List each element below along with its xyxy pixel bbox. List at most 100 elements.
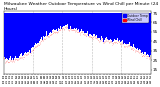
Point [127, 44, 130, 45]
Point [8, 60, 11, 62]
Point [32, 48, 35, 49]
Point [17, 58, 19, 60]
Point [62, 28, 64, 29]
Point [101, 40, 104, 42]
Point [71, 29, 73, 31]
Point [12, 60, 15, 62]
Point [11, 60, 14, 61]
Point [3, 59, 6, 60]
Point [70, 29, 72, 30]
Point [47, 36, 49, 37]
Point [115, 43, 118, 44]
Point [94, 37, 97, 39]
Point [77, 32, 80, 33]
Point [92, 36, 95, 37]
Point [28, 52, 30, 53]
Point [74, 30, 76, 32]
Point [20, 58, 22, 59]
Point [50, 33, 52, 34]
Point [22, 57, 24, 58]
Legend: Outdoor Temp, Wind Chill: Outdoor Temp, Wind Chill [122, 13, 149, 23]
Point [12, 61, 15, 63]
Point [77, 31, 80, 32]
Point [99, 39, 101, 40]
Point [56, 32, 59, 33]
Point [74, 31, 77, 32]
Point [51, 34, 53, 35]
Point [98, 41, 100, 42]
Point [18, 58, 21, 59]
Point [81, 31, 84, 33]
Point [15, 59, 18, 61]
Point [14, 58, 17, 60]
Point [133, 47, 135, 48]
Point [91, 37, 93, 38]
Point [146, 55, 148, 57]
Point [140, 52, 142, 53]
Point [15, 58, 17, 60]
Point [4, 61, 7, 62]
Point [126, 45, 128, 47]
Point [120, 45, 122, 46]
Point [68, 29, 71, 30]
Point [71, 29, 74, 30]
Point [142, 54, 144, 56]
Point [21, 57, 24, 58]
Point [72, 29, 74, 30]
Point [102, 43, 104, 44]
Point [135, 49, 137, 50]
Point [85, 35, 87, 36]
Point [40, 40, 42, 42]
Point [140, 55, 143, 56]
Point [134, 51, 136, 53]
Point [117, 40, 119, 41]
Point [148, 58, 151, 59]
Point [89, 36, 91, 38]
Point [133, 48, 136, 49]
Point [37, 44, 40, 46]
Point [128, 45, 130, 46]
Point [99, 40, 102, 41]
Point [71, 30, 73, 31]
Point [37, 44, 40, 45]
Point [44, 38, 47, 40]
Point [134, 49, 137, 51]
Point [124, 46, 127, 47]
Point [104, 41, 106, 43]
Point [79, 33, 82, 35]
Point [93, 35, 96, 37]
Point [19, 56, 22, 58]
Point [43, 38, 46, 39]
Point [38, 43, 41, 44]
Point [38, 44, 40, 46]
Point [144, 54, 146, 55]
Point [113, 41, 116, 43]
Point [60, 26, 62, 28]
Point [65, 26, 67, 28]
Point [130, 48, 132, 50]
Point [57, 29, 60, 31]
Point [138, 52, 140, 53]
Point [109, 40, 111, 42]
Point [119, 43, 121, 45]
Point [46, 35, 48, 37]
Point [126, 46, 129, 48]
Point [84, 35, 87, 36]
Point [47, 35, 50, 37]
Point [57, 31, 60, 32]
Point [67, 29, 70, 31]
Point [90, 37, 93, 38]
Point [39, 42, 42, 43]
Point [147, 56, 150, 57]
Point [67, 29, 69, 31]
Point [90, 37, 92, 38]
Point [97, 39, 99, 40]
Point [136, 50, 139, 51]
Point [6, 60, 8, 61]
Point [76, 31, 79, 33]
Point [46, 36, 49, 38]
Point [76, 31, 78, 33]
Point [95, 37, 98, 39]
Point [58, 29, 60, 31]
Point [122, 45, 125, 47]
